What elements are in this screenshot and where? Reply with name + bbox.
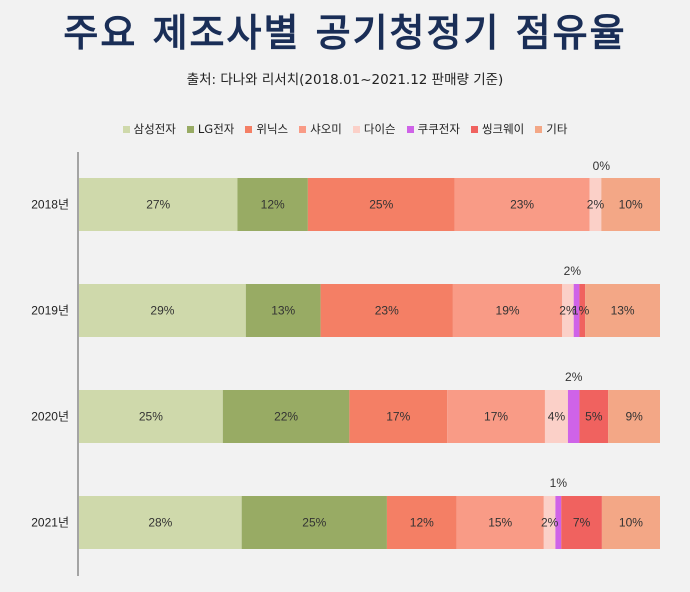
data-label: 28% bbox=[148, 516, 172, 530]
legend-item: 기타 bbox=[535, 121, 567, 137]
legend-item: 샤오미 bbox=[299, 121, 342, 137]
legend-swatch bbox=[535, 125, 543, 133]
legend-label: 다이슨 bbox=[363, 122, 396, 136]
data-label: 15% bbox=[488, 516, 512, 530]
bar-segment bbox=[561, 496, 602, 549]
data-label: 17% bbox=[386, 410, 410, 424]
bar-segment bbox=[589, 178, 602, 231]
data-label: 2% bbox=[559, 304, 577, 318]
data-label: 25% bbox=[139, 410, 163, 424]
data-label: 1% bbox=[572, 304, 590, 318]
bar-segment bbox=[447, 390, 545, 443]
data-label: 7% bbox=[573, 516, 591, 530]
data-label: 27% bbox=[146, 198, 170, 212]
legend-label: 위닉스 bbox=[256, 122, 289, 136]
data-label: 22% bbox=[274, 410, 298, 424]
legend-label: 삼성전자 bbox=[133, 122, 176, 136]
data-label: 9% bbox=[625, 410, 643, 424]
legend-item: 쿠쿠전자 bbox=[406, 121, 460, 137]
bar-segment bbox=[555, 496, 562, 549]
data-label: 12% bbox=[410, 516, 434, 530]
bar-segment bbox=[543, 496, 556, 549]
data-label: 17% bbox=[484, 410, 508, 424]
legend-swatch bbox=[406, 125, 414, 133]
bar-segment bbox=[585, 284, 660, 337]
bar-segment bbox=[349, 390, 448, 443]
legend-label: LG전자 bbox=[197, 122, 235, 136]
chart-source: 출처: 다나와 리서치(2018.01~2021.12 판매량 기준) bbox=[186, 72, 504, 88]
legend-swatch bbox=[122, 125, 130, 133]
bar-segment bbox=[222, 390, 350, 443]
bar-segment bbox=[562, 284, 574, 337]
legend-swatch bbox=[186, 125, 194, 133]
bar-segment bbox=[320, 284, 453, 337]
legend-item: 다이슨 bbox=[352, 121, 396, 137]
bar-segment bbox=[573, 284, 580, 337]
data-label: 10% bbox=[619, 198, 643, 212]
bar-segment bbox=[386, 496, 457, 549]
data-label: 4% bbox=[548, 410, 566, 424]
chart-legend: 삼성전자 LG전자 위닉스 샤오미 다이슨 쿠쿠전자 씽크웨이 기타 bbox=[0, 121, 690, 137]
data-label: 13% bbox=[271, 304, 295, 318]
legend-swatch bbox=[299, 125, 307, 133]
bar-segment bbox=[452, 284, 563, 337]
bar-segment bbox=[601, 496, 660, 549]
category-label: 2018년 bbox=[31, 198, 69, 212]
data-label: 19% bbox=[496, 304, 520, 318]
bar-segment bbox=[601, 178, 660, 231]
bar-segment bbox=[79, 178, 238, 231]
data-label: 2% bbox=[587, 198, 605, 212]
data-label: 25% bbox=[369, 198, 393, 212]
data-label: 2% bbox=[541, 516, 559, 530]
data-label: 1% bbox=[550, 476, 568, 490]
category-label: 2020년 bbox=[31, 410, 69, 424]
data-label: 23% bbox=[375, 304, 399, 318]
data-label: 23% bbox=[510, 198, 534, 212]
bar-segment bbox=[307, 178, 455, 231]
bar-segment bbox=[544, 390, 568, 443]
bar-segment bbox=[454, 178, 590, 231]
data-label: 2% bbox=[564, 264, 582, 278]
bar-segment bbox=[608, 390, 660, 443]
bar-segment bbox=[579, 390, 609, 443]
data-label: 10% bbox=[619, 516, 643, 530]
bar-segment bbox=[79, 496, 242, 549]
data-label: 29% bbox=[150, 304, 174, 318]
legend-item: 씽크웨이 bbox=[470, 121, 525, 137]
legend-swatch bbox=[245, 125, 253, 133]
legend-item: LG전자 bbox=[186, 121, 235, 137]
legend-label: 쿠쿠전자 bbox=[417, 122, 460, 136]
legend-swatch bbox=[470, 125, 478, 133]
bar-segment bbox=[579, 284, 586, 337]
bar-segment bbox=[241, 496, 387, 549]
data-label: 0% bbox=[593, 159, 611, 173]
data-label: 25% bbox=[302, 516, 326, 530]
legend-item: 위닉스 bbox=[245, 121, 288, 137]
bar-segment bbox=[79, 284, 246, 337]
data-label: 2% bbox=[565, 370, 583, 384]
legend-item: 삼성전자 bbox=[122, 121, 176, 137]
legend-label: 샤오미 bbox=[310, 122, 342, 136]
category-label: 2019년 bbox=[31, 304, 69, 318]
data-label: 5% bbox=[585, 410, 603, 424]
bar-segment bbox=[237, 178, 308, 231]
data-label: 12% bbox=[261, 198, 285, 212]
bar-segment bbox=[567, 390, 580, 443]
chart-title: 주요 제조사별 공기청정기 점유율 bbox=[63, 11, 627, 55]
bar-segment bbox=[245, 284, 321, 337]
bar-segment bbox=[79, 390, 223, 443]
category-label: 2021년 bbox=[31, 516, 69, 530]
data-label: 13% bbox=[611, 304, 635, 318]
legend-label: 씽크웨이 bbox=[481, 122, 525, 136]
legend-label: 기타 bbox=[546, 122, 568, 136]
legend-swatch bbox=[352, 125, 360, 133]
bar-segment bbox=[456, 496, 544, 549]
